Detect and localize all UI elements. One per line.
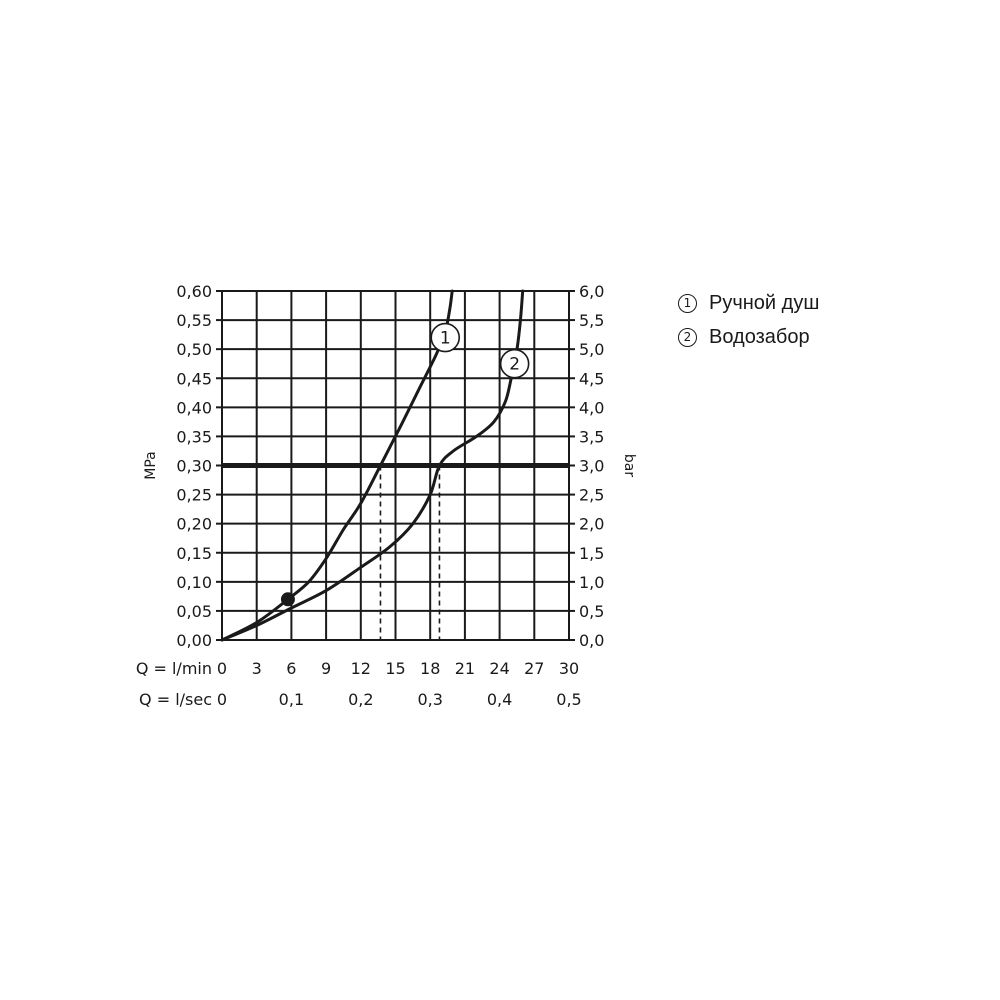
series-label-circle-2	[499, 348, 530, 379]
series-label-1: 1	[440, 329, 451, 349]
y-right-tick-label: 2,0	[579, 515, 604, 534]
y-left-tick-label: 0,40	[176, 398, 212, 417]
y-left-tick-label: 0,30	[176, 457, 212, 476]
y-right-tick-label: 0,0	[579, 631, 604, 650]
x-tick-label: 0,5	[556, 690, 581, 709]
y-right-tick-label: 1,0	[579, 573, 604, 592]
x-tick-label: 0,2	[348, 690, 373, 709]
y-right-tick-label: 6,0	[579, 282, 604, 301]
y-right-tick-label: 4,0	[579, 398, 604, 417]
y-right-tick-label: 5,0	[579, 340, 604, 359]
x-row-label: Q = l/sec	[139, 690, 212, 709]
y-left-tick-label: 0,15	[176, 544, 212, 563]
y-right-tick-label: 5,5	[579, 311, 604, 330]
y-right-tick-label: 0,5	[579, 602, 604, 621]
x-tick-label: 9	[321, 659, 331, 678]
y-left-tick-label: 0,50	[176, 340, 212, 359]
y-right-tick-label: 2,5	[579, 486, 604, 505]
legend-marker-2: 2	[678, 327, 697, 347]
legend-text-2: Водозабор	[709, 325, 810, 348]
y-right-tick-label: 3,0	[579, 457, 604, 476]
series-label-2: 2	[509, 355, 520, 375]
y-left-tick-label: 0,60	[176, 282, 212, 301]
y-right-tick-label: 4,5	[579, 369, 604, 388]
x-tick-label: 24	[489, 659, 509, 678]
x-tick-label: 0,4	[487, 690, 512, 709]
y-left-tick-label: 0,55	[176, 311, 212, 330]
legend-item-2: 2 Водозабор	[678, 320, 819, 354]
x-tick-label: 0	[217, 659, 227, 678]
x-tick-label: 0,3	[417, 690, 442, 709]
y-right-axis-label: bar	[621, 454, 637, 477]
marker-point	[280, 592, 295, 607]
y-left-tick-label: 0,05	[176, 602, 212, 621]
legend-item-1: 1 Ручной душ	[678, 286, 819, 320]
x-tick-label: 30	[559, 659, 579, 678]
x-tick-label: 0,1	[279, 690, 304, 709]
x-tick-label: 0	[217, 690, 227, 709]
legend-marker-1: 1	[678, 293, 697, 313]
y-left-tick-label: 0,25	[176, 486, 212, 505]
legend: 1 Ручной душ 2 Водозабор	[678, 286, 819, 354]
series-label-circle-1	[430, 322, 461, 353]
x-tick-label: 6	[286, 659, 296, 678]
y-right-tick-label: 3,5	[579, 427, 604, 446]
x-tick-label: 15	[385, 659, 405, 678]
x-tick-label: 12	[351, 659, 371, 678]
y-left-tick-label: 0,45	[176, 369, 212, 388]
legend-text-1: Ручной душ	[709, 291, 820, 314]
y-left-tick-label: 0,20	[176, 515, 212, 534]
y-left-tick-label: 0,35	[176, 427, 212, 446]
x-tick-label: 21	[455, 659, 475, 678]
x-row-label: Q = l/min	[136, 659, 212, 678]
x-tick-label: 27	[524, 659, 544, 678]
y-right-tick-label: 1,5	[579, 544, 604, 563]
x-tick-label: 3	[252, 659, 262, 678]
x-tick-label: 18	[420, 659, 440, 678]
y-left-tick-label: 0,10	[176, 573, 212, 592]
y-left-tick-label: 0,00	[176, 631, 212, 650]
y-left-axis-label: MPa	[143, 451, 159, 479]
